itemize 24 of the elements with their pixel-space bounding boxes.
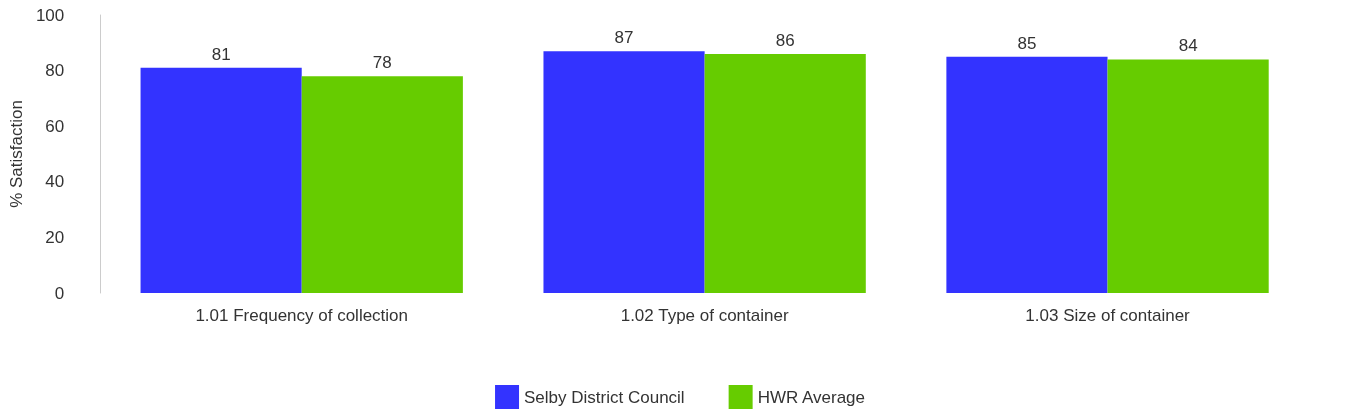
legend-label: Selby District Council xyxy=(524,387,685,407)
bar xyxy=(1107,59,1269,293)
y-tick-label: 80 xyxy=(45,61,65,81)
y-tick-label: 100 xyxy=(35,5,65,25)
x-tick-label: 1.02 Type of container xyxy=(620,306,789,325)
y-tick-label: 60 xyxy=(45,116,65,136)
data-label: 78 xyxy=(372,53,392,73)
legend-label: HWR Average xyxy=(757,387,866,407)
x-tick-label: 1.03 Size of container xyxy=(1025,306,1191,325)
y-axis-title: % Satisfaction xyxy=(7,100,26,208)
data-label: 84 xyxy=(1178,36,1198,56)
data-label: 81 xyxy=(211,44,231,64)
x-tick-label: 1.01 Frequency of collection xyxy=(195,306,409,325)
y-tick-label: 20 xyxy=(45,227,65,247)
y-tick-label: 0 xyxy=(54,283,65,303)
bar xyxy=(301,76,463,293)
bar xyxy=(946,56,1108,293)
bar xyxy=(140,67,302,293)
y-tick-label: 40 xyxy=(45,172,65,192)
data-label: 85 xyxy=(1017,33,1037,53)
bar xyxy=(543,51,705,293)
bar xyxy=(704,53,866,293)
data-label: 86 xyxy=(775,30,795,50)
data-label: 87 xyxy=(614,28,634,48)
